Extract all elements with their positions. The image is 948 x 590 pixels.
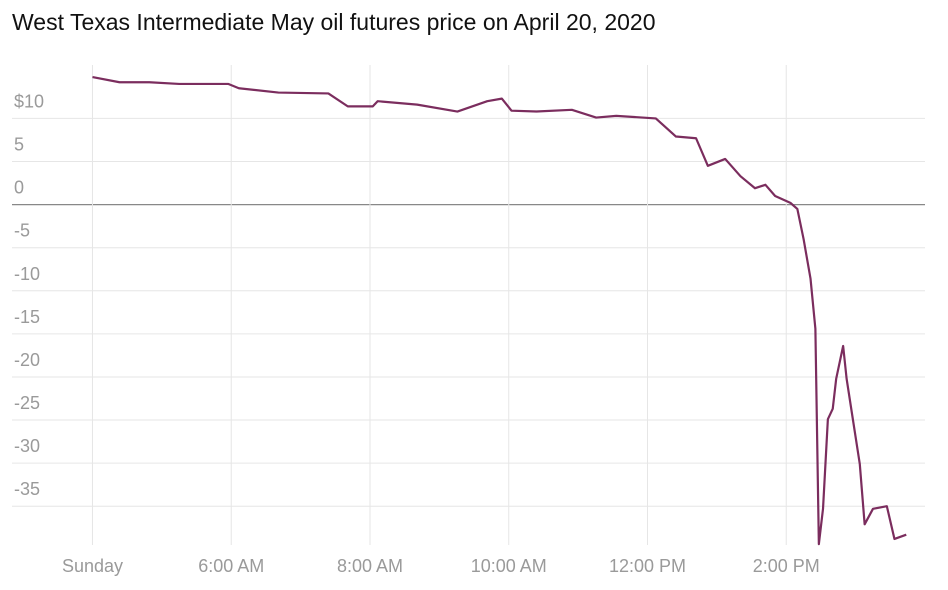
y-tick-label: -30 [14, 436, 40, 456]
y-tick-label: -10 [14, 264, 40, 284]
y-tick-label: -20 [14, 350, 40, 370]
x-tick-label: 6:00 AM [198, 556, 264, 576]
y-tick-label: 5 [14, 135, 24, 155]
y-tick-label: 0 [14, 178, 24, 198]
y-tick-label: $10 [14, 91, 44, 111]
x-tick-label: 10:00 AM [471, 556, 547, 576]
price-line [92, 75, 907, 546]
y-tick-label: -25 [14, 393, 40, 413]
x-tick-label: 12:00 PM [609, 556, 686, 576]
y-tick-label: -5 [14, 221, 30, 241]
x-tick-label: 8:00 AM [337, 556, 403, 576]
chart-title: West Texas Intermediate May oil futures … [12, 9, 655, 35]
x-tick-label: Sunday [62, 556, 123, 576]
x-tick-label: 2:00 PM [753, 556, 820, 576]
y-tick-label: -15 [14, 307, 40, 327]
y-tick-label: -35 [14, 479, 40, 499]
